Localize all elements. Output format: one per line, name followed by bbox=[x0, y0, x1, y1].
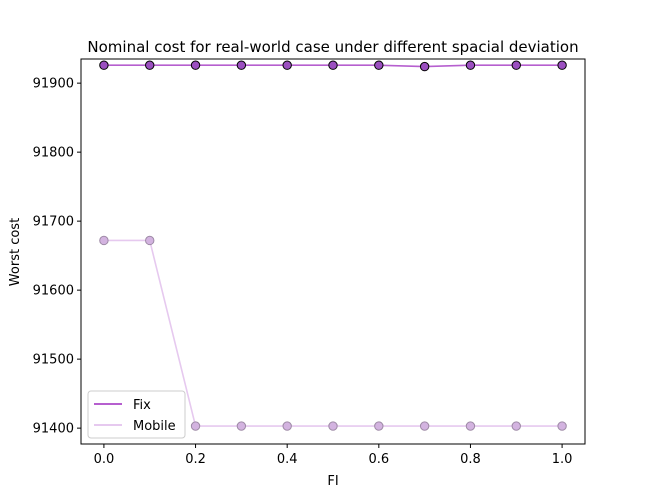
data-point-fix bbox=[465, 60, 476, 70]
data-point-fix bbox=[236, 60, 247, 70]
y-tick-label: 91900 bbox=[33, 77, 74, 92]
x-tick-label: 0.2 bbox=[185, 452, 206, 467]
data-point-mobile bbox=[511, 421, 521, 431]
legend: Fix Mobile bbox=[87, 390, 186, 439]
data-point-mobile bbox=[99, 235, 109, 246]
chart-title: Nominal cost for real-world case under d… bbox=[87, 38, 578, 56]
y-tick-label: 91700 bbox=[33, 215, 74, 230]
y-tick-label: 91600 bbox=[33, 284, 74, 299]
data-point-fix bbox=[190, 60, 201, 70]
y-tick-label: 91400 bbox=[33, 422, 74, 437]
legend-box bbox=[87, 390, 186, 439]
y-axis: 91400 91500 91600 91700 91800 91900 bbox=[33, 77, 81, 437]
x-tick-label: 0.8 bbox=[460, 452, 481, 467]
x-axis-label: FI bbox=[327, 474, 338, 489]
legend-label-fix: Fix bbox=[133, 398, 151, 413]
data-point-mobile bbox=[328, 421, 338, 431]
data-point-fix bbox=[419, 61, 430, 72]
plot-area bbox=[99, 60, 567, 431]
data-point-fix bbox=[511, 60, 521, 70]
data-point-fix bbox=[374, 60, 384, 70]
data-point-mobile bbox=[282, 421, 292, 431]
data-point-mobile bbox=[557, 421, 567, 431]
legend-label-mobile: Mobile bbox=[133, 419, 176, 434]
data-point-fix bbox=[328, 60, 338, 70]
y-tick-label: 91500 bbox=[33, 353, 74, 368]
data-point-mobile bbox=[145, 235, 155, 246]
x-axis: 0.0 0.2 0.4 0.6 0.8 1.0 bbox=[94, 444, 573, 467]
y-tick-label: 91800 bbox=[33, 146, 74, 161]
data-point-mobile bbox=[190, 421, 201, 431]
data-point-mobile bbox=[236, 421, 247, 431]
data-point-mobile bbox=[419, 421, 430, 431]
x-tick-label: 0.6 bbox=[368, 452, 389, 467]
data-point-fix bbox=[99, 60, 109, 70]
x-tick-label: 0.0 bbox=[94, 452, 115, 467]
data-point-mobile bbox=[465, 421, 476, 431]
x-tick-label: 1.0 bbox=[552, 452, 573, 467]
data-point-fix bbox=[557, 60, 567, 70]
y-axis-label: Worst cost bbox=[8, 218, 23, 286]
plot-frame bbox=[80, 58, 586, 445]
data-point-mobile bbox=[374, 421, 384, 431]
data-point-fix bbox=[145, 60, 155, 70]
x-tick-label: 0.4 bbox=[277, 452, 298, 467]
data-point-fix bbox=[282, 60, 292, 70]
